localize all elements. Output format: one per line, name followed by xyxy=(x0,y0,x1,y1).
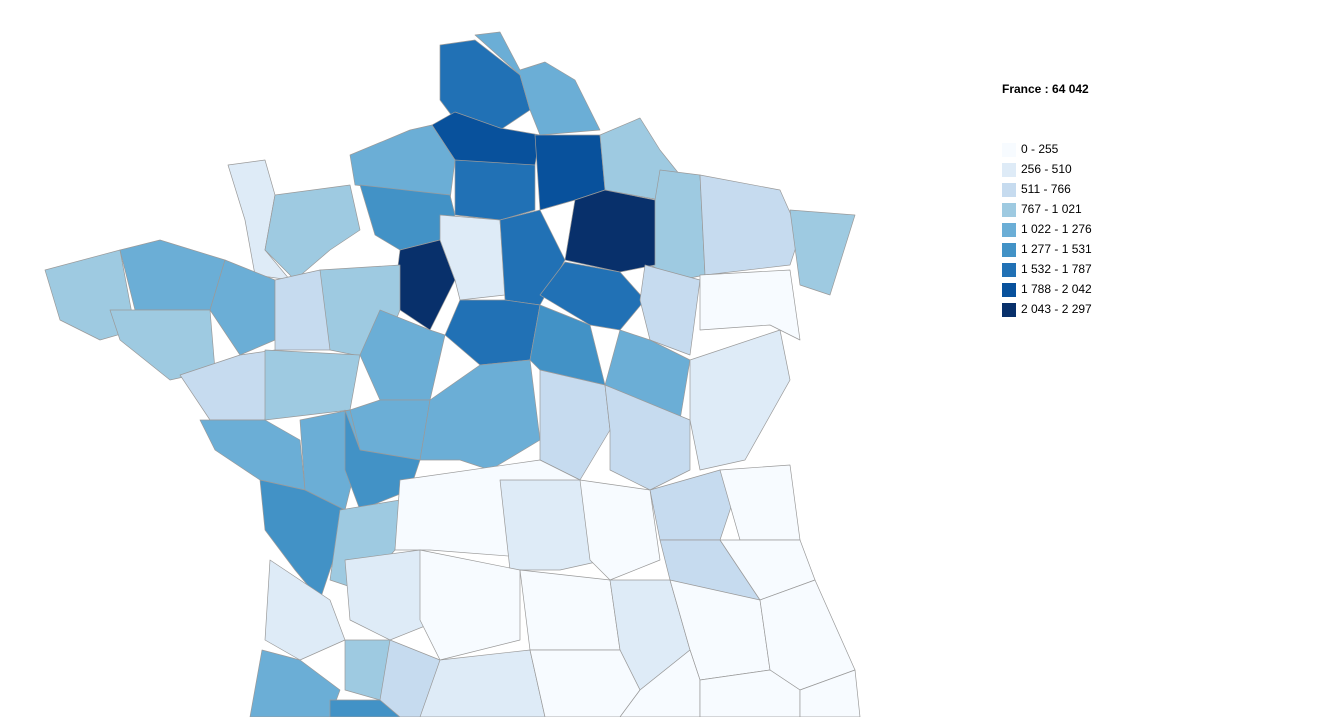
legend-swatch xyxy=(1002,183,1016,197)
department xyxy=(719,464,801,541)
department xyxy=(649,169,706,281)
department xyxy=(419,649,546,717)
department xyxy=(264,559,346,661)
department xyxy=(499,479,606,571)
department xyxy=(419,549,521,661)
map-title: France : 64 042 xyxy=(1002,82,1089,96)
department xyxy=(564,189,656,273)
legend-swatch xyxy=(1002,283,1016,297)
legend-label: 2 043 - 2 297 xyxy=(1021,302,1092,316)
legend-swatch xyxy=(1002,243,1016,257)
legend-label: 256 - 510 xyxy=(1021,162,1072,176)
legend-label: 1 277 - 1 531 xyxy=(1021,242,1092,256)
department xyxy=(259,479,346,601)
legend-label: 0 - 255 xyxy=(1021,142,1059,156)
map xyxy=(44,31,861,717)
department xyxy=(249,649,341,717)
department xyxy=(264,184,361,281)
department xyxy=(344,549,441,641)
legend: 0 - 255 256 - 510 511 - 766 767 - 1 021 1 02… xyxy=(1002,142,1092,317)
department xyxy=(539,369,611,481)
legend-swatch xyxy=(1002,303,1016,317)
department xyxy=(649,469,741,541)
department xyxy=(439,39,531,131)
legend-label: 511 - 766 xyxy=(1021,182,1071,196)
department xyxy=(579,479,661,581)
department xyxy=(264,349,361,421)
legend-label: 1 788 - 2 042 xyxy=(1021,282,1092,296)
department xyxy=(639,264,701,356)
department xyxy=(227,159,291,281)
legend-label: 1 532 - 1 787 xyxy=(1021,262,1092,276)
legend-label: 1 022 - 1 276 xyxy=(1021,222,1092,236)
legend-swatch xyxy=(1002,223,1016,237)
department xyxy=(419,359,541,471)
department xyxy=(474,31,601,136)
department xyxy=(444,299,541,366)
legend-swatch xyxy=(1002,203,1016,217)
department xyxy=(529,649,641,717)
department xyxy=(689,329,791,471)
legend-swatch xyxy=(1002,263,1016,277)
department xyxy=(699,269,801,341)
department xyxy=(799,669,861,717)
legend-swatch xyxy=(1002,163,1016,177)
department xyxy=(209,259,276,356)
department xyxy=(199,419,306,491)
department xyxy=(454,159,536,221)
department xyxy=(519,569,621,651)
department xyxy=(119,239,226,311)
legend-swatch xyxy=(1002,143,1016,157)
department xyxy=(789,209,856,296)
department xyxy=(699,174,801,276)
department xyxy=(329,699,401,717)
legend-label: 767 - 1 021 xyxy=(1021,202,1082,216)
